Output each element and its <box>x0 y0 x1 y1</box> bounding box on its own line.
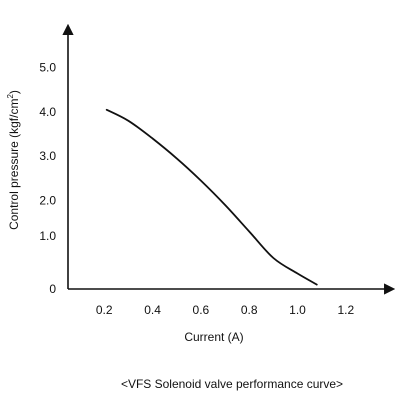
y-tick-label: 4.0 <box>39 105 56 119</box>
y-axis-label-text: Control pressure (kgf/cm <box>7 99 21 230</box>
y-axis-label-sup: 2 <box>6 94 15 99</box>
y-tick-label: 3.0 <box>39 149 56 163</box>
x-tick-labels: 0.2 0.4 0.6 0.8 1.0 1.2 <box>96 303 355 317</box>
x-tick-label: 0.2 <box>96 303 113 317</box>
y-tick-label: 2.0 <box>39 194 56 208</box>
y-tick-label: 1.0 <box>39 229 56 243</box>
y-tick-labels: 0 1.0 2.0 3.0 4.0 5.0 <box>39 61 56 296</box>
x-tick-label: 1.0 <box>289 303 306 317</box>
y-axis-label: Control pressure (kgf/cm2) <box>6 90 21 230</box>
y-tick-label: 5.0 <box>39 61 56 75</box>
series-layer <box>105 108 318 286</box>
chart-caption: <VFS Solenoid valve performance curve> <box>121 377 343 391</box>
x-tick-label: 0.8 <box>241 303 258 317</box>
series-line-0 <box>105 108 318 286</box>
x-tick-label: 0.6 <box>193 303 210 317</box>
x-tick-label: 0.4 <box>144 303 161 317</box>
y-tick-label: 0 <box>49 282 56 296</box>
y-axis-label-close: ) <box>7 90 21 94</box>
x-axis-label: Current (A) <box>184 330 243 344</box>
x-tick-label: 1.2 <box>337 303 354 317</box>
axes <box>62 23 396 295</box>
